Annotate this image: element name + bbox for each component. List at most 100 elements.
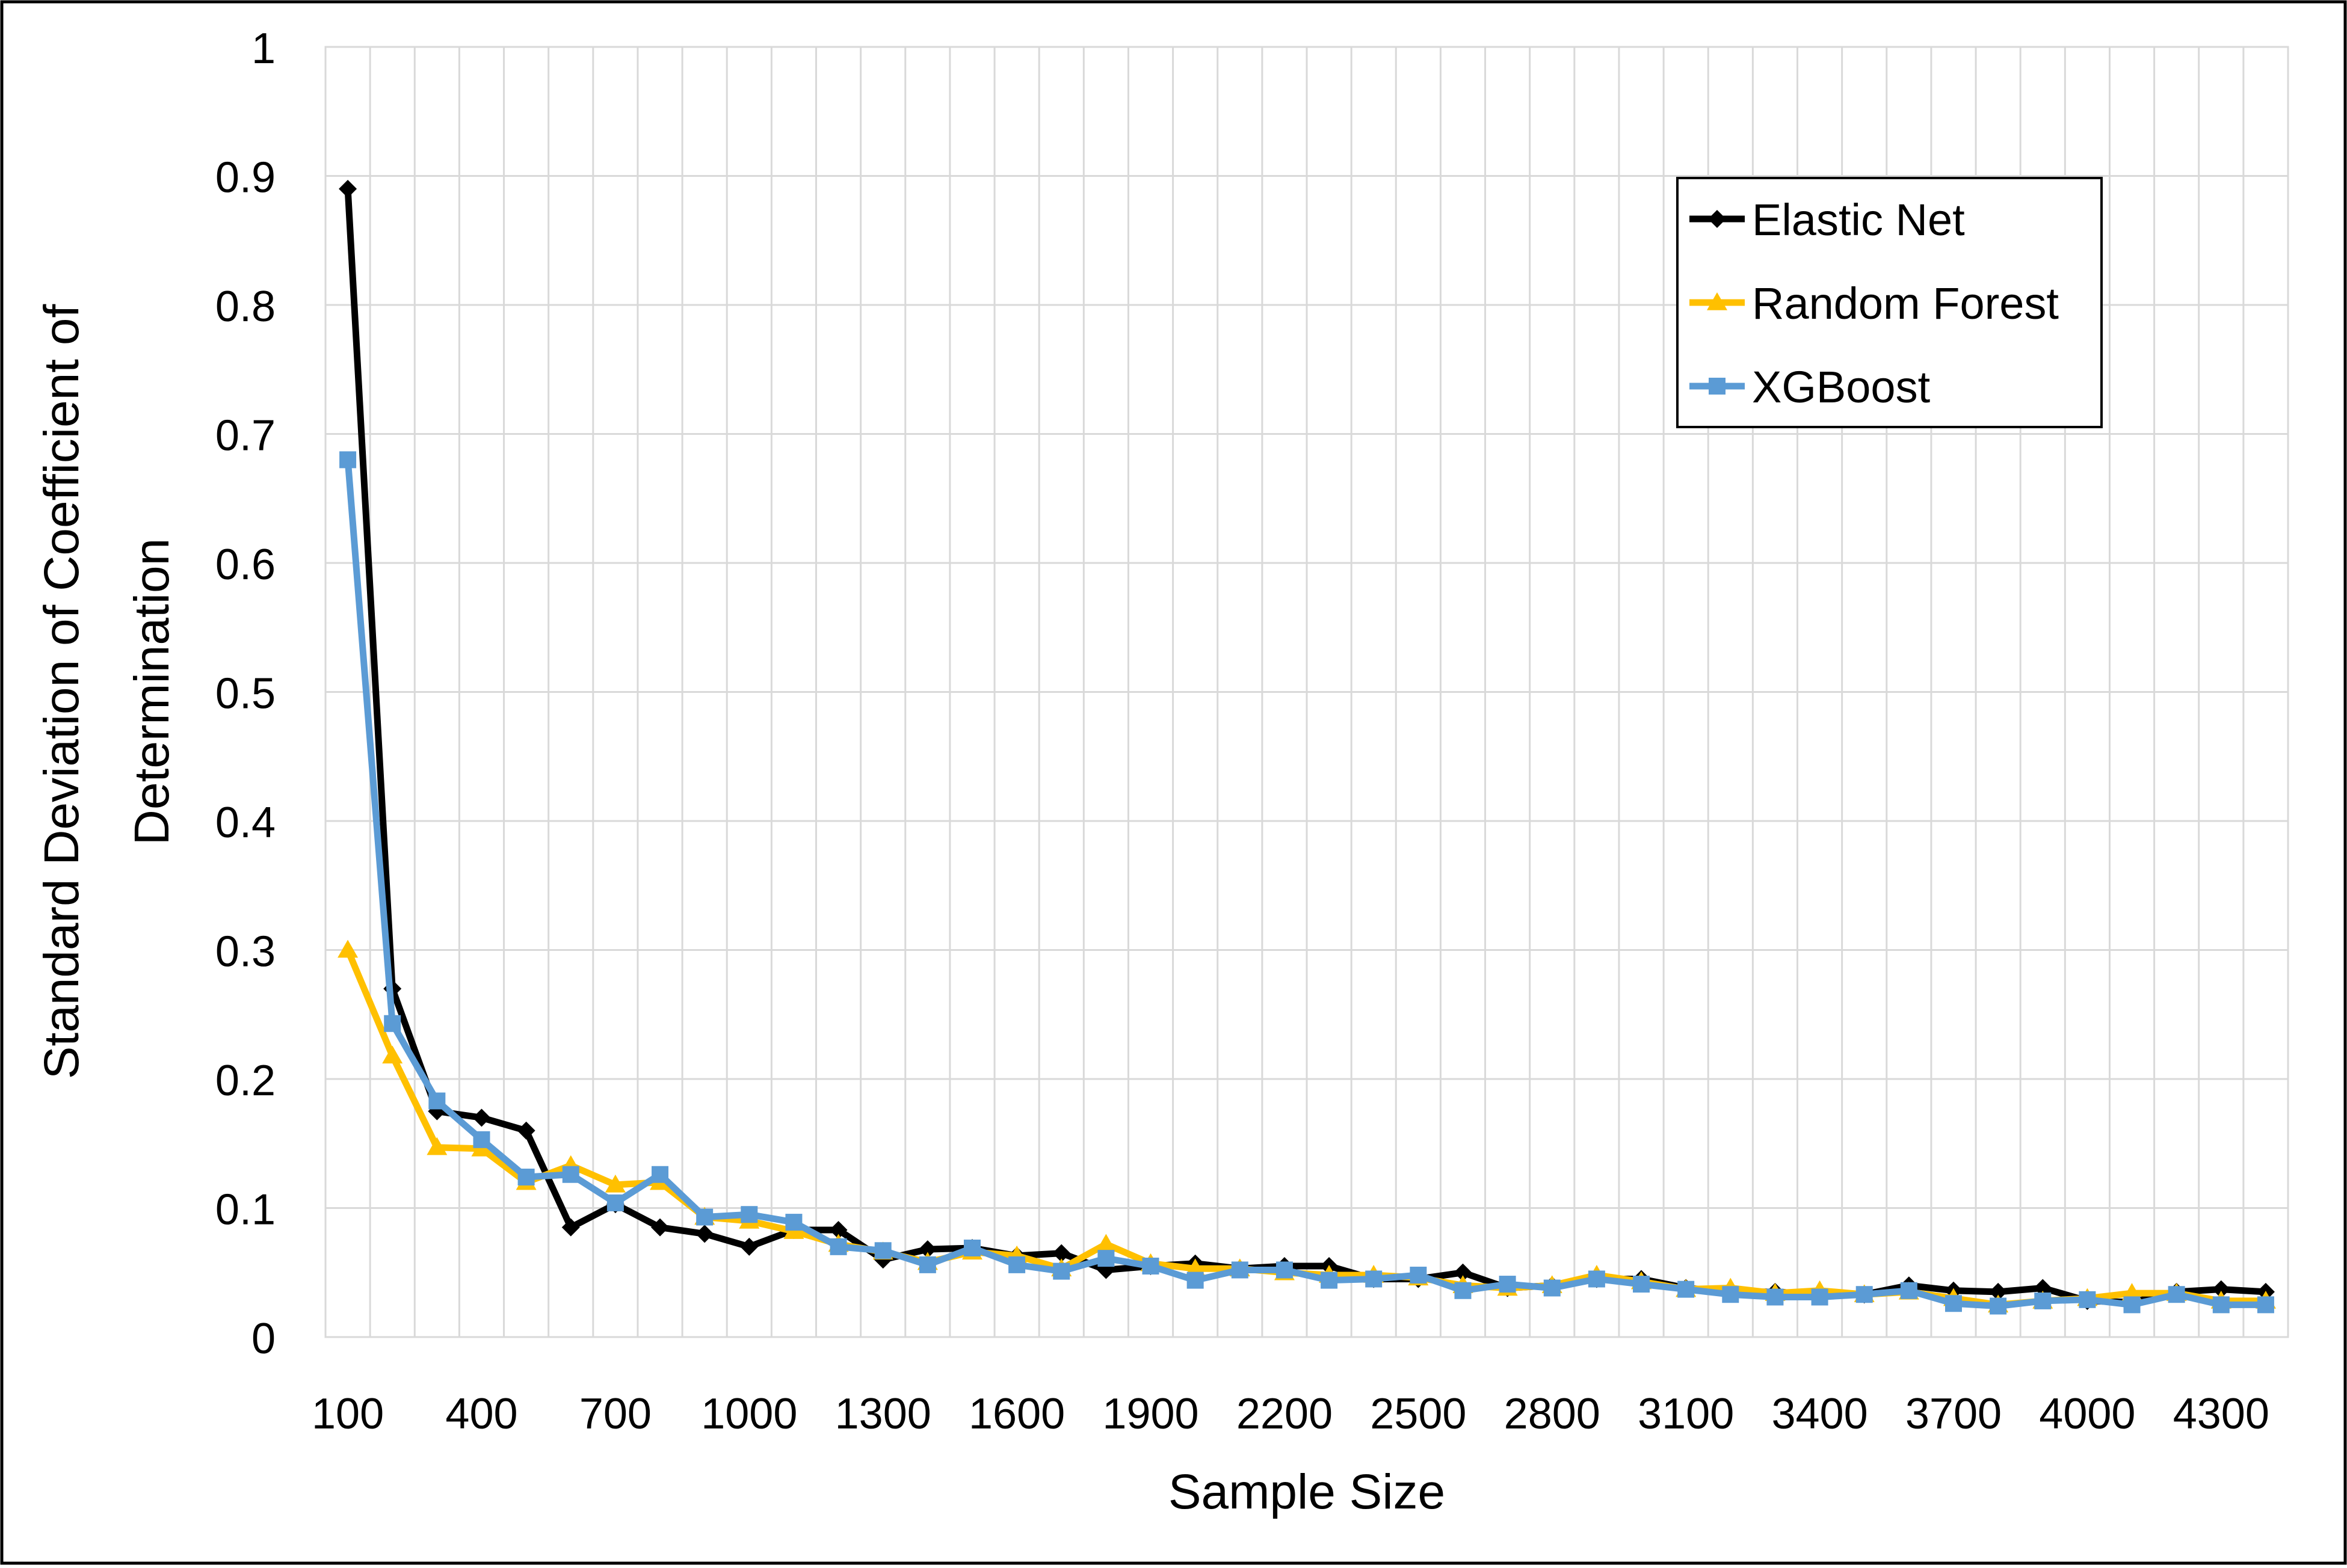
xgboost-point xyxy=(2212,1296,2230,1314)
xgboost-point xyxy=(1990,1297,2007,1315)
xgboost-point xyxy=(830,1238,847,1255)
xgboost-point xyxy=(562,1166,579,1183)
xgboost-point xyxy=(339,451,357,469)
y-tick-label: 0 xyxy=(251,1315,276,1363)
xgboost-point xyxy=(1855,1286,1873,1303)
xgboost-point xyxy=(2079,1291,2096,1308)
legend-label: XGBoost xyxy=(1752,362,1931,412)
elastic-net-point xyxy=(472,1108,491,1127)
random-forest-point xyxy=(605,1174,626,1193)
x-axis-title: Sample Size xyxy=(1168,1465,1445,1519)
y-tick-label: 0.2 xyxy=(215,1057,276,1105)
xgboost-point xyxy=(874,1242,892,1259)
xgboost-point xyxy=(1633,1276,1650,1293)
x-tick-label: 4300 xyxy=(2173,1390,2269,1438)
xgboost-point xyxy=(2034,1292,2052,1309)
xgboost-point xyxy=(1945,1295,1962,1312)
elastic-net-point xyxy=(561,1218,580,1237)
legend-item-xgboost: XGBoost xyxy=(1689,362,1931,412)
y-tick-label: 1 xyxy=(251,25,276,73)
xgboost-point xyxy=(1365,1270,1383,1288)
elastic-net-point-legend xyxy=(1708,210,1726,228)
xgboost-point xyxy=(1008,1256,1026,1273)
xgboost-point xyxy=(1053,1262,1070,1280)
x-tick-label: 2500 xyxy=(1370,1390,1466,1438)
xgboost-point xyxy=(1900,1282,1917,1299)
xgboost-point xyxy=(652,1166,669,1183)
y-axis-tick-labels: 0 0.1 0.2 0.3 0.4 0.5 0.6 0.7 0.8 0.9 1 xyxy=(215,25,276,1363)
xgboost-point xyxy=(741,1206,758,1223)
elastic-net-point xyxy=(829,1220,848,1239)
x-tick-label: 700 xyxy=(579,1390,652,1438)
elastic-net-point xyxy=(517,1121,535,1140)
y-axis-title-line-1: Standard Deviation of Coefficient of xyxy=(34,304,89,1080)
xgboost-point xyxy=(696,1208,714,1226)
y-tick-label: 0.6 xyxy=(215,541,276,589)
xgboost-point xyxy=(1321,1271,1338,1289)
xgboost-point-legend xyxy=(1709,378,1726,395)
legend-label: Elastic Net xyxy=(1752,195,1965,245)
xgboost-point xyxy=(1275,1261,1293,1279)
xgboost-point xyxy=(428,1092,446,1110)
xgboost-point xyxy=(1722,1286,1739,1303)
random-forest-point xyxy=(382,1045,403,1064)
xgboost-point xyxy=(1766,1288,1784,1306)
x-tick-label: 3700 xyxy=(1905,1390,2002,1438)
elastic-net-point xyxy=(1052,1244,1071,1262)
y-tick-label: 0.3 xyxy=(215,928,276,976)
random-forest-point xyxy=(1096,1234,1117,1252)
xgboost-point xyxy=(1811,1288,1828,1306)
xgboost-point xyxy=(1142,1258,1159,1275)
xgboost-point xyxy=(473,1131,490,1148)
elastic-net-point xyxy=(1454,1263,1472,1282)
series-group xyxy=(338,179,2276,1315)
x-tick-label: 2200 xyxy=(1236,1390,1333,1438)
xgboost-point xyxy=(1677,1281,1695,1298)
legend-item-elastic-net: Elastic Net xyxy=(1689,195,1965,245)
xgboost-point xyxy=(384,1015,401,1032)
x-tick-label: 1900 xyxy=(1102,1390,1198,1438)
xgboost-point xyxy=(1097,1250,1115,1267)
xgboost-point xyxy=(1231,1261,1248,1279)
elastic-net-point xyxy=(651,1218,670,1237)
x-axis-tick-labels: 100 400 700 1000 1300 1600 1900 2200 2500 2800 310… xyxy=(312,1390,2269,1438)
elastic-net-point xyxy=(695,1225,714,1243)
elastic-net-point xyxy=(339,179,357,198)
elastic-net-point xyxy=(1989,1282,2008,1301)
x-tick-label: 3400 xyxy=(1771,1390,1867,1438)
xgboost-point xyxy=(963,1239,981,1256)
random-forest-point xyxy=(338,939,359,958)
random-forest-point xyxy=(427,1137,448,1155)
elastic-net-point xyxy=(918,1240,937,1259)
legend-label: Random Forest xyxy=(1752,278,2059,328)
xgboost-point xyxy=(1454,1282,1472,1299)
xgboost-point xyxy=(606,1194,624,1211)
x-tick-label: 4000 xyxy=(2039,1390,2135,1438)
elastic-net-point xyxy=(2212,1280,2230,1299)
x-tick-label: 2800 xyxy=(1504,1390,1600,1438)
legend: Elastic Net Random Forest XGBoost xyxy=(1676,177,2103,428)
legend-box xyxy=(1676,177,2103,428)
xgboost-point xyxy=(1186,1271,1204,1289)
y-tick-label: 0.1 xyxy=(215,1186,276,1234)
xgboost-point xyxy=(1543,1279,1561,1297)
y-tick-label: 0.5 xyxy=(215,670,276,718)
y-tick-label: 0.4 xyxy=(215,799,276,847)
y-tick-label: 0.9 xyxy=(215,154,276,202)
xgboost-point xyxy=(2123,1296,2141,1314)
xgboost-point xyxy=(2168,1286,2185,1303)
y-axis-title-line-2: Determination xyxy=(125,538,179,845)
elastic-net-point xyxy=(740,1237,759,1256)
xgboost-point xyxy=(2257,1296,2274,1314)
x-tick-label: 1600 xyxy=(969,1390,1065,1438)
xgboost-series xyxy=(339,451,2274,1315)
random-forest-point-legend xyxy=(1707,292,1727,310)
legend-items: Elastic Net Random Forest XGBoost xyxy=(1689,195,2059,412)
x-tick-label: 100 xyxy=(312,1390,384,1438)
x-tick-label: 1300 xyxy=(835,1390,931,1438)
x-tick-label: 1000 xyxy=(701,1390,797,1438)
legend-item-random-forest: Random Forest xyxy=(1689,278,2059,328)
xgboost-point xyxy=(1588,1270,1605,1288)
